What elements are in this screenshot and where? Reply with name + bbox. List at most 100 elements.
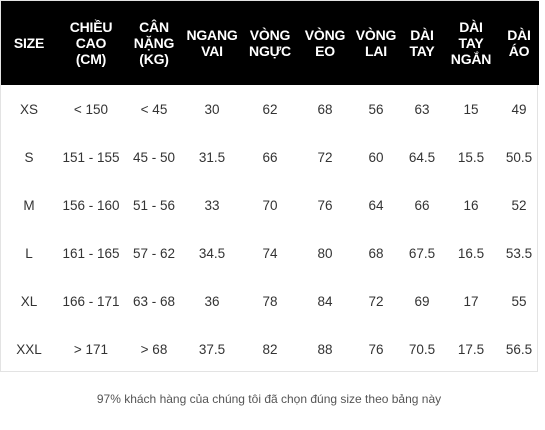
column-header-chest: VÒNG NGỰC [241,1,299,85]
cell-hip: 60 [368,149,384,165]
table-body: XS < 150 < 45 30 62 68 56 63 15 49 S 151 - 155 45 - … [1,85,539,373]
cell-shirt-length: 56.5 [505,341,533,357]
column-header-line: CAO [75,35,107,51]
column-header-line: TAY [409,43,435,59]
column-header-line: ÁO [508,43,530,59]
table-row: XS < 150 < 45 30 62 68 56 63 15 49 [1,85,539,133]
cell-sleeve-length: 70.5 [408,341,436,357]
cell-waist: 76 [317,197,333,213]
column-header-line: CHIỀU [69,19,113,35]
column-header-line: VÒNG [355,27,397,43]
table-row: S 151 - 155 45 - 50 31.5 66 72 60 64.5 15.5 50.5 [1,133,539,181]
column-header-line: NGẮN [450,51,492,67]
size-table: SIZE CHIỀU CAO (CM) CÂN NẶNG (KG) NGANG VAI VÒNG N… [1,1,539,373]
cell-waist: 80 [317,245,333,261]
column-header-line: EO [315,43,335,59]
cell-height: 166 - 171 [62,293,120,309]
column-header-waist: VÒNG EO [299,1,351,85]
cell-shoulder: 36 [204,293,220,309]
column-header-shirt-length: DÀI ÁO [499,1,539,85]
cell-sleeve-length: 63 [414,101,430,117]
cell-hip: 72 [368,293,384,309]
column-header-weight: CÂN NẶNG (KG) [125,1,183,85]
cell-hip: 68 [368,245,384,261]
cell-sleeve-length: 67.5 [408,245,436,261]
column-header-line: LAI [365,43,387,59]
column-header-size: SIZE [1,1,57,85]
cell-sleeve-length: 66 [414,197,430,213]
column-header-line: VÒNG [304,27,346,43]
cell-chest: 82 [262,341,278,357]
cell-hip: 64 [368,197,384,213]
cell-size: M [23,197,35,213]
column-header-line: VAI [201,43,223,59]
cell-waist: 68 [317,101,333,117]
cell-shoulder: 31.5 [198,149,226,165]
cell-height: 161 - 165 [62,245,120,261]
cell-shirt-length: 53.5 [505,245,533,261]
column-header-line: VÒNG [249,27,291,43]
cell-hip: 56 [368,101,384,117]
table-row: M 156 - 160 51 - 56 33 70 76 64 66 16 52 [1,181,539,229]
cell-shoulder: 30 [204,101,220,117]
cell-size: L [25,245,33,261]
column-header-line: (CM) [75,51,107,67]
cell-short-sleeve-length: 15.5 [457,149,485,165]
cell-weight: 57 - 62 [132,245,176,261]
column-header-line: NẶNG [133,35,175,51]
column-header-height: CHIỀU CAO (CM) [57,1,125,85]
table-row: L 161 - 165 57 - 62 34.5 74 80 68 67.5 16.5 53.5 [1,229,539,277]
column-header-line: DÀI [410,27,434,43]
cell-chest: 66 [262,149,278,165]
cell-size: XXL [16,341,42,357]
cell-chest: 78 [262,293,278,309]
cell-weight: 63 - 68 [132,293,176,309]
table-row: XXL > 171 > 68 37.5 82 88 76 70.5 17.5 56.5 [1,325,539,373]
cell-weight: < 45 [140,101,168,117]
column-header-line: NGANG [186,27,238,43]
table-header: SIZE CHIỀU CAO (CM) CÂN NẶNG (KG) NGANG VAI VÒNG N… [1,1,539,85]
table-row: XL 166 - 171 63 - 68 36 78 84 72 69 17 55 [1,277,539,325]
column-header-short-sleeve-length: DÀI TAY NGẮN [443,1,499,85]
cell-shirt-length: 50.5 [505,149,533,165]
column-header-sleeve-length: DÀI TAY [401,1,443,85]
column-header-shoulder: NGANG VAI [183,1,241,85]
cell-short-sleeve-length: 16 [463,197,479,213]
cell-shoulder: 34.5 [198,245,226,261]
cell-sleeve-length: 69 [414,293,430,309]
cell-shirt-length: 49 [511,101,527,117]
footnote: 97% khách hàng của chúng tôi đã chọn đún… [96,392,442,406]
cell-shirt-length: 55 [511,293,527,309]
column-header-line: SIZE [13,35,45,51]
cell-short-sleeve-length: 16.5 [457,245,485,261]
column-header-hip: VÒNG LAI [351,1,401,85]
cell-size: XS [19,101,38,117]
size-chart: SIZE CHIỀU CAO (CM) CÂN NẶNG (KG) NGANG VAI VÒNG N… [0,0,539,373]
cell-shoulder: 37.5 [198,341,226,357]
cell-chest: 70 [262,197,278,213]
cell-height: > 171 [73,341,109,357]
cell-chest: 62 [262,101,278,117]
cell-waist: 88 [317,341,333,357]
cell-size: XL [20,293,38,309]
cell-weight: 51 - 56 [132,197,176,213]
cell-height: < 150 [73,101,109,117]
cell-short-sleeve-length: 15 [463,101,479,117]
cell-weight: 45 - 50 [132,149,176,165]
cell-size: S [24,149,34,165]
header-row: SIZE CHIỀU CAO (CM) CÂN NẶNG (KG) NGANG VAI VÒNG N… [1,1,539,85]
cell-weight: > 68 [140,341,168,357]
column-header-line: NGỰC [249,43,291,59]
cell-hip: 76 [368,341,384,357]
cell-shirt-length: 52 [511,197,527,213]
cell-height: 151 - 155 [62,149,120,165]
column-header-line: CÂN [139,19,169,35]
cell-height: 156 - 160 [62,197,120,213]
cell-chest: 74 [262,245,278,261]
cell-shoulder: 33 [204,197,220,213]
cell-short-sleeve-length: 17.5 [457,341,485,357]
column-header-line: DÀI TAY [458,19,484,51]
cell-waist: 84 [317,293,333,309]
cell-short-sleeve-length: 17 [463,293,479,309]
cell-waist: 72 [317,149,333,165]
